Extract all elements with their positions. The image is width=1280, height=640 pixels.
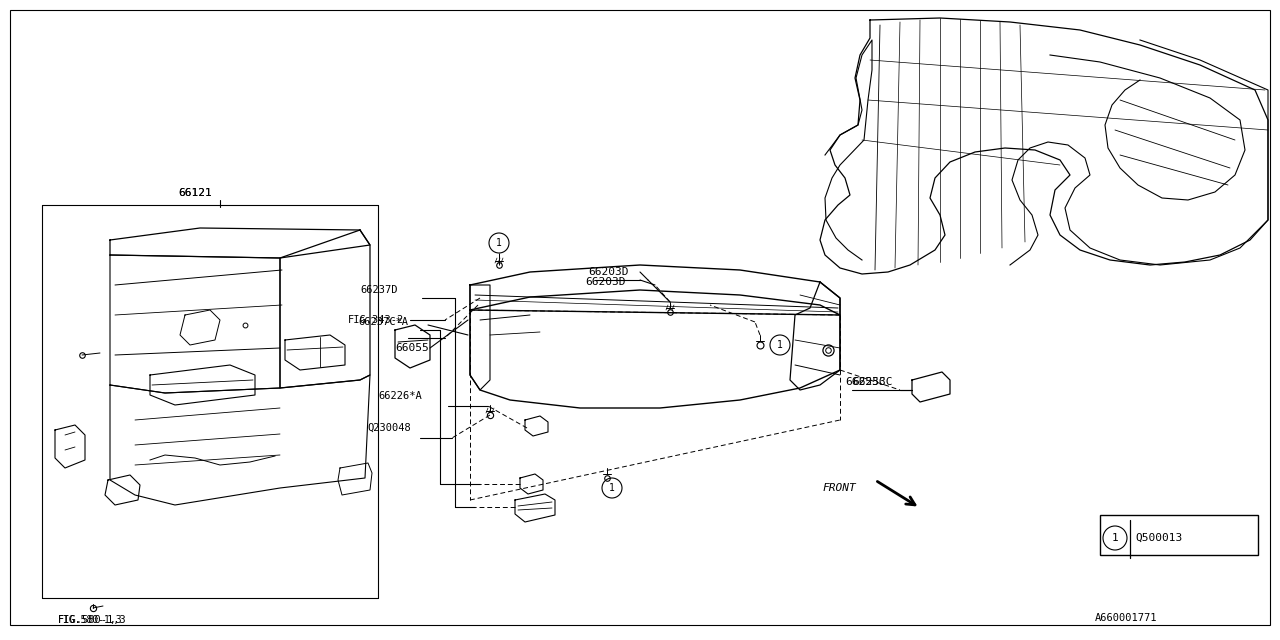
Text: 1: 1 xyxy=(1111,533,1119,543)
Text: 66121: 66121 xyxy=(178,188,211,198)
Text: FIG.580-1,3: FIG.580-1,3 xyxy=(58,615,127,625)
Text: Q500013: Q500013 xyxy=(1135,533,1183,543)
Text: Q230048: Q230048 xyxy=(367,423,411,433)
Text: 66055: 66055 xyxy=(396,343,429,353)
Text: 66253C: 66253C xyxy=(845,377,886,387)
Text: 1: 1 xyxy=(609,483,614,493)
Text: 66237D: 66237D xyxy=(360,285,398,295)
Bar xyxy=(1100,515,1258,555)
Text: FIG.343-2: FIG.343-2 xyxy=(348,315,404,325)
Text: 66203D: 66203D xyxy=(588,267,628,277)
Text: 66121: 66121 xyxy=(178,188,211,198)
Text: 66253C: 66253C xyxy=(852,377,892,387)
Text: 66237C*A: 66237C*A xyxy=(358,317,408,327)
Text: 66203D: 66203D xyxy=(585,277,626,287)
Text: FRONT: FRONT xyxy=(822,483,856,493)
Text: 1: 1 xyxy=(497,238,502,248)
Text: FIG.580-1,3: FIG.580-1,3 xyxy=(58,615,123,625)
Text: A660001771: A660001771 xyxy=(1094,613,1157,623)
Text: 66226*A: 66226*A xyxy=(378,391,421,401)
Text: 1: 1 xyxy=(777,340,783,350)
